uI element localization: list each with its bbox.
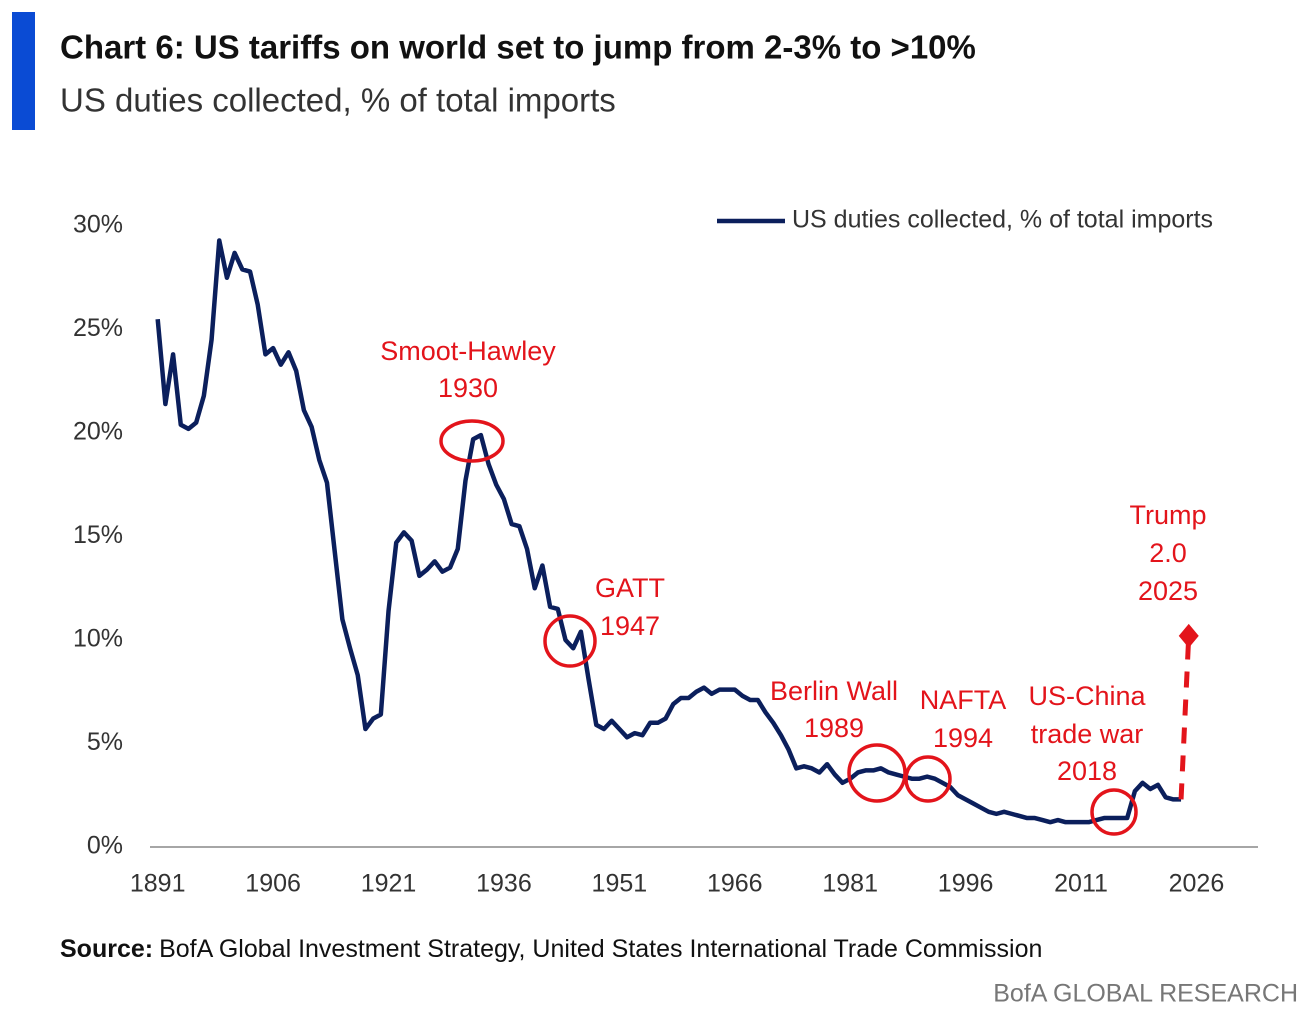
x-tick-label: 1996: [938, 870, 994, 898]
annotation: 1947: [600, 611, 660, 641]
annotation: US-China: [1028, 681, 1146, 711]
annotation: Berlin Wall: [770, 676, 898, 706]
x-tick-label: 2011: [1054, 870, 1108, 898]
source-label: Source:: [60, 935, 153, 963]
annotation: 1994: [933, 723, 993, 753]
annotation: trade war: [1031, 719, 1144, 749]
annotation: NAFTA: [920, 685, 1007, 715]
branding: BofA GLOBAL RESEARCH: [993, 980, 1298, 1008]
projection-line: [1178, 635, 1192, 800]
annotation-circle: [847, 743, 907, 803]
annotation: Trump: [1129, 500, 1206, 530]
data-line: [155, 238, 1182, 825]
x-tick-label: 1966: [707, 870, 763, 898]
x-tick-label: 1936: [476, 870, 532, 898]
chart-subtitle: US duties collected, % of total imports: [60, 82, 616, 119]
annotation-circle: [543, 614, 597, 668]
annotation: 2025: [1138, 576, 1198, 606]
annotation: 2.0: [1149, 538, 1187, 568]
y-tick-label: 0%: [87, 832, 123, 860]
accent-bar: [12, 12, 35, 130]
legend-label: US duties collected, % of total imports: [792, 206, 1213, 234]
projection-marker: [1178, 623, 1199, 648]
annotation: 2018: [1057, 756, 1117, 786]
annotation: GATT: [595, 573, 665, 603]
annotation-circle: [439, 419, 505, 463]
y-tick-label: 20%: [73, 418, 123, 446]
source: Source: BofA Global Investment Strategy, …: [60, 935, 1042, 963]
annotation-circle: [904, 755, 952, 803]
y-tick-label: 15%: [73, 521, 123, 549]
chart-title: Chart 6: US tariffs on world set to jump…: [60, 29, 976, 66]
x-tick-label: 1981: [822, 870, 878, 898]
source-text: BofA Global Investment Strategy, United …: [159, 935, 1042, 963]
y-tick-label: 5%: [87, 728, 123, 756]
x-tick-label: 1921: [361, 870, 417, 898]
x-tick-label: 2026: [1169, 870, 1225, 898]
annotation-circle: [1090, 788, 1138, 836]
y-tick-label: 30%: [73, 211, 123, 239]
x-tick-label: 1906: [245, 870, 301, 898]
y-tick-label: 25%: [73, 314, 123, 342]
annotation: 1930: [438, 373, 498, 403]
x-tick-label: 1951: [592, 870, 648, 898]
x-tick-label: 1891: [130, 870, 186, 898]
annotation: Smoot-Hawley: [380, 336, 556, 366]
y-tick-label: 10%: [73, 625, 123, 653]
annotation: 1989: [804, 713, 864, 743]
